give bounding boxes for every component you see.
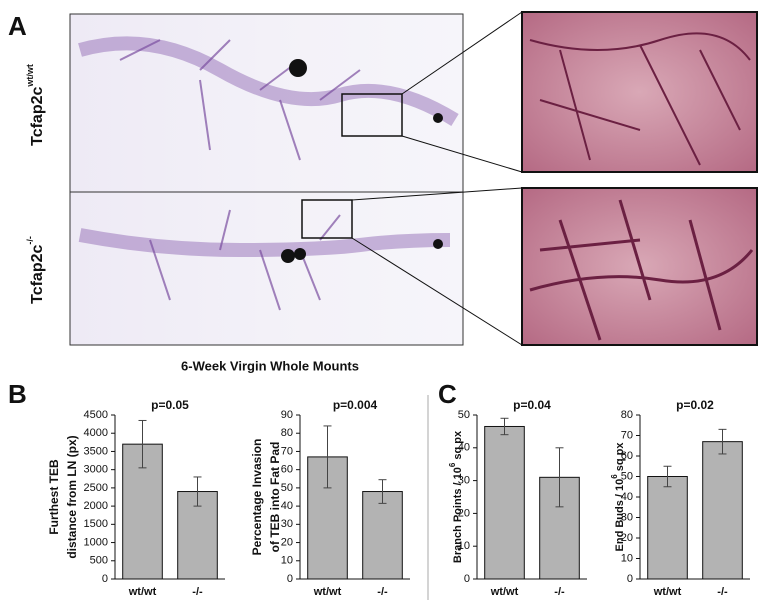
image-branches	[149, 209, 341, 311]
image-branches	[119, 39, 361, 161]
y-axis-label-part: End Buds / 10	[614, 479, 626, 552]
y-tick-label: 2500	[84, 482, 108, 494]
zoom-lines	[351, 11, 523, 346]
x-tick-label: wt/wt	[653, 586, 682, 598]
y-tick-label: 70	[281, 445, 293, 457]
y-tick-label: 0	[464, 573, 470, 585]
y-tick-label: 60	[621, 450, 633, 462]
image-wt	[69, 13, 464, 196]
x-tick-label: -/-	[717, 586, 728, 598]
y-tick-label: 30	[621, 511, 633, 523]
panel-label: B	[8, 379, 27, 409]
y-axis-label: Furthest TEB	[47, 459, 61, 535]
gene-name: Tcfap2c	[29, 245, 46, 304]
y-tick-label: 40	[621, 491, 633, 503]
genotype: wt/wt	[25, 64, 35, 88]
annotation: p=0.04	[513, 398, 551, 412]
y-tick-label: 50	[621, 470, 633, 482]
annotation: p=0.05	[151, 398, 189, 412]
image-node	[294, 248, 306, 260]
y-axis-label: End Buds / 106 sq px	[610, 442, 626, 552]
image-node	[433, 239, 443, 249]
row-label: Tcfap2cwt/wt	[25, 64, 46, 146]
y-axis-label: Percentage Invasion	[250, 439, 264, 556]
image-duct	[78, 228, 451, 258]
y-tick-label: 4500	[84, 409, 108, 421]
y-tick-label: 20	[281, 536, 293, 548]
y-tick-label: 2000	[84, 500, 108, 512]
y-tick-label: 1000	[84, 536, 108, 548]
y-tick-label: 0	[102, 573, 108, 585]
y-axis-label-sup: 6	[610, 474, 619, 479]
y-axis-label-part: sq px	[614, 442, 626, 472]
y-tick-label: 10	[281, 555, 293, 567]
x-tick-label: -/-	[192, 586, 203, 598]
y-tick-label: 50	[281, 482, 293, 494]
panel-label: A	[8, 11, 27, 41]
y-tick-label: 80	[281, 427, 293, 439]
x-tick-label: wt/wt	[128, 586, 157, 598]
annotation: p=0.02	[676, 398, 714, 412]
y-tick-label: 3500	[84, 445, 108, 457]
y-tick-label: 500	[90, 555, 108, 567]
y-tick-label: 0	[627, 573, 633, 585]
zoom-box	[341, 93, 403, 137]
y-tick-label: 1500	[84, 518, 108, 530]
x-tick-label: -/-	[554, 586, 565, 598]
y-tick-label: 20	[458, 507, 470, 519]
bar	[647, 476, 688, 580]
image-node	[281, 249, 295, 263]
y-tick-label: 40	[458, 442, 470, 454]
image-branches	[529, 32, 751, 166]
bar	[702, 441, 743, 580]
y-tick-label: 80	[621, 409, 633, 421]
y-tick-label: 90	[281, 409, 293, 421]
y-axis-label-part: Branch Points / 10	[452, 467, 464, 563]
genotype: -/-	[25, 236, 35, 245]
y-tick-label: 3000	[84, 464, 108, 476]
image-node	[289, 59, 307, 77]
y-tick-label: 20	[621, 532, 633, 544]
y-axis-label-sup: 6	[448, 462, 457, 467]
y-tick-label: 4000	[84, 427, 108, 439]
annotation: p=0.004	[333, 398, 378, 412]
zoom-box	[301, 199, 353, 239]
y-tick-label: 30	[281, 518, 293, 530]
y-tick-label: 0	[287, 573, 293, 585]
gene-name: Tcfap2c	[29, 87, 46, 146]
y-tick-label: 40	[281, 500, 293, 512]
whole-mount-images	[69, 11, 758, 346]
y-tick-label: 50	[458, 409, 470, 421]
y-tick-label: 10	[458, 540, 470, 552]
y-axis-label: of TEB into Fat Pad	[268, 442, 282, 553]
image-node	[433, 113, 443, 123]
bar	[362, 491, 403, 580]
caption: 6-Week Virgin Whole Mounts	[181, 358, 359, 373]
x-tick-label: wt/wt	[490, 586, 519, 598]
x-tick-label: wt/wt	[313, 586, 342, 598]
y-axis-label-part: sq px	[452, 430, 464, 460]
image-wt-zoom	[521, 11, 758, 173]
image-branches	[529, 199, 754, 341]
bar	[484, 425, 525, 580]
x-tick-label: -/-	[377, 586, 388, 598]
y-axis-label: distance from LN (px)	[65, 435, 79, 558]
y-tick-label: 30	[458, 475, 470, 487]
y-tick-label: 10	[621, 552, 633, 564]
y-tick-label: 70	[621, 429, 633, 441]
y-tick-label: 60	[281, 464, 293, 476]
panel-label: C	[438, 379, 457, 409]
y-axis-label: Branch Points / 106 sq px	[448, 430, 464, 563]
row-label: Tcfap2c-/-	[25, 236, 46, 304]
